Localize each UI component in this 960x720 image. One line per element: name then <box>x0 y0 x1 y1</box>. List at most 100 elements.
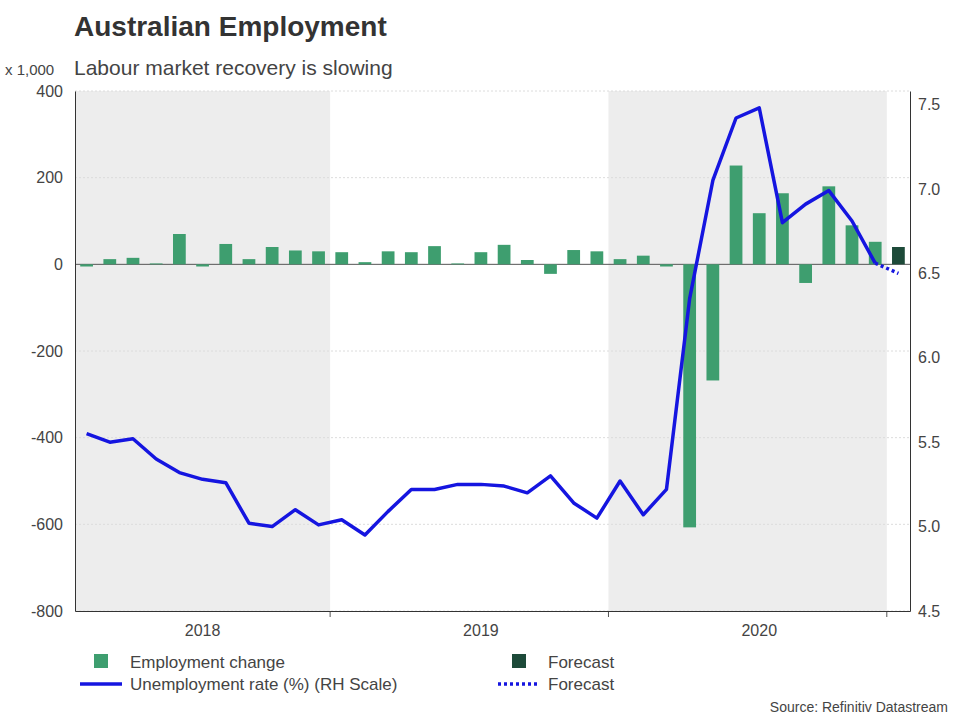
legend-swatch <box>94 654 108 668</box>
bar <box>266 247 279 264</box>
x-axis-line <box>76 611 911 612</box>
y-axis-tick-label: -200 <box>31 343 63 360</box>
grid-line <box>75 524 910 525</box>
line <box>87 108 876 535</box>
bar <box>753 213 766 264</box>
legend-item: Employment change <box>94 653 285 672</box>
legend-item: Unemployment rate (%) (RH Scale) <box>80 675 397 694</box>
y-axis-tick: 200 <box>36 169 63 186</box>
y2-axis-tick-label: 7.5 <box>918 96 940 113</box>
bar <box>799 264 812 283</box>
grid-line <box>75 91 910 92</box>
y-axis: -800 -600 -400 -200 0 200 400 <box>31 83 76 620</box>
legend-item: Forecast <box>498 675 614 694</box>
source: Source: Refinitiv Datastream <box>770 699 948 715</box>
chart-container: -800 -600 -400 -200 0 200 400 4.5 5.0 5.5 6.0 6.5 7.… <box>0 0 960 720</box>
bar <box>359 262 372 264</box>
bar <box>567 250 580 264</box>
x-axis-tick-label: 2020 <box>741 622 777 639</box>
grid-line <box>75 437 910 438</box>
y-axis-tick: -600 <box>31 516 63 533</box>
bar <box>730 166 743 265</box>
y-axis-tick: -800 <box>31 603 63 620</box>
y2-axis-tick-label: 5.0 <box>918 518 940 535</box>
y-axis-tick: -200 <box>31 343 63 360</box>
legend-swatch <box>80 682 122 686</box>
bar <box>382 251 395 264</box>
y2-axis-tick: 7.5 <box>918 96 940 113</box>
y-axis-tick-label: 0 <box>54 256 63 273</box>
y-axis-tick-label: -800 <box>31 603 63 620</box>
x-axis-tick: 2019 <box>463 622 499 639</box>
y2-axis-tick-label: 7.0 <box>918 181 940 198</box>
bar <box>521 260 534 264</box>
bar <box>196 264 209 266</box>
y2-axis-tick: 5.5 <box>918 434 940 451</box>
y-axis-tick: 0 <box>54 256 63 273</box>
line <box>875 263 898 273</box>
x-axis: 2018 2019 2020 <box>76 612 911 640</box>
bar <box>428 246 441 264</box>
legend-label: Forecast <box>548 653 614 672</box>
bar <box>498 245 511 264</box>
bar-series <box>892 247 905 264</box>
y-axis-tick-label: 200 <box>36 169 63 186</box>
subtitle: Labour market recovery is slowing <box>74 56 393 79</box>
bar <box>892 247 905 264</box>
bar <box>544 264 557 274</box>
legend-item: Forecast <box>512 653 614 672</box>
bar <box>289 250 302 264</box>
y-axis-tick-label: -600 <box>31 516 63 533</box>
bar <box>127 258 140 265</box>
bar <box>219 244 232 264</box>
bar <box>312 251 325 264</box>
bar-series <box>80 166 881 528</box>
y-axis-tick: 400 <box>36 83 63 100</box>
x-axis-tick-label: 2019 <box>463 622 499 639</box>
bar <box>706 264 719 380</box>
grid <box>75 91 910 611</box>
y2-axis-tick-label: 6.5 <box>918 265 940 282</box>
y2-axis-tick-label: 6.0 <box>918 349 940 366</box>
y2-axis-tick: 6.5 <box>918 265 940 282</box>
y-axis-tick: -400 <box>31 429 63 446</box>
y-axis-tick-label: 400 <box>36 83 63 100</box>
grid-line <box>75 351 910 352</box>
legend-label: Employment change <box>130 653 285 672</box>
x-axis-tick-label: 2018 <box>185 622 221 639</box>
bar <box>637 256 650 265</box>
bar <box>150 263 163 265</box>
legend-label: Forecast <box>548 675 614 694</box>
y2-axis-line <box>910 92 911 612</box>
bar <box>335 252 348 264</box>
y2-axis-tick-label: 5.5 <box>918 434 940 451</box>
y2-axis-tick: 6.0 <box>918 349 940 366</box>
bar <box>243 259 256 264</box>
y-axis-line <box>75 92 76 612</box>
x-axis-tick: 2018 <box>185 622 221 639</box>
y-axis-tick-label: -400 <box>31 429 63 446</box>
legend-swatch <box>512 654 526 668</box>
chart-svg: -800 -600 -400 -200 0 200 400 4.5 5.0 5.5 6.0 6.5 7.… <box>0 0 960 720</box>
y-axis-label: x 1,000 <box>5 61 54 78</box>
bar <box>451 263 464 265</box>
legend: Employment change Forecast Unemployment ra… <box>80 653 614 694</box>
bar <box>103 259 116 264</box>
y2-axis: 4.5 5.0 5.5 6.0 6.5 7.0 7.5 <box>911 92 941 620</box>
x-axis-tick: 2020 <box>741 622 777 639</box>
bar <box>173 234 186 264</box>
bar <box>80 264 93 266</box>
background <box>0 0 960 720</box>
legend-label: Unemployment rate (%) (RH Scale) <box>130 675 397 694</box>
plot-marks <box>80 108 905 535</box>
y2-axis-tick: 5.0 <box>918 518 940 535</box>
grid-line <box>75 611 910 612</box>
bar <box>475 252 488 264</box>
y2-axis-tick: 4.5 <box>918 603 940 620</box>
y2-axis-tick-label: 4.5 <box>918 603 940 620</box>
y2-axis-tick: 7.0 <box>918 181 940 198</box>
grid-line <box>75 177 910 178</box>
bar <box>614 259 627 264</box>
title: Australian Employment <box>74 11 387 42</box>
bar <box>405 252 418 264</box>
